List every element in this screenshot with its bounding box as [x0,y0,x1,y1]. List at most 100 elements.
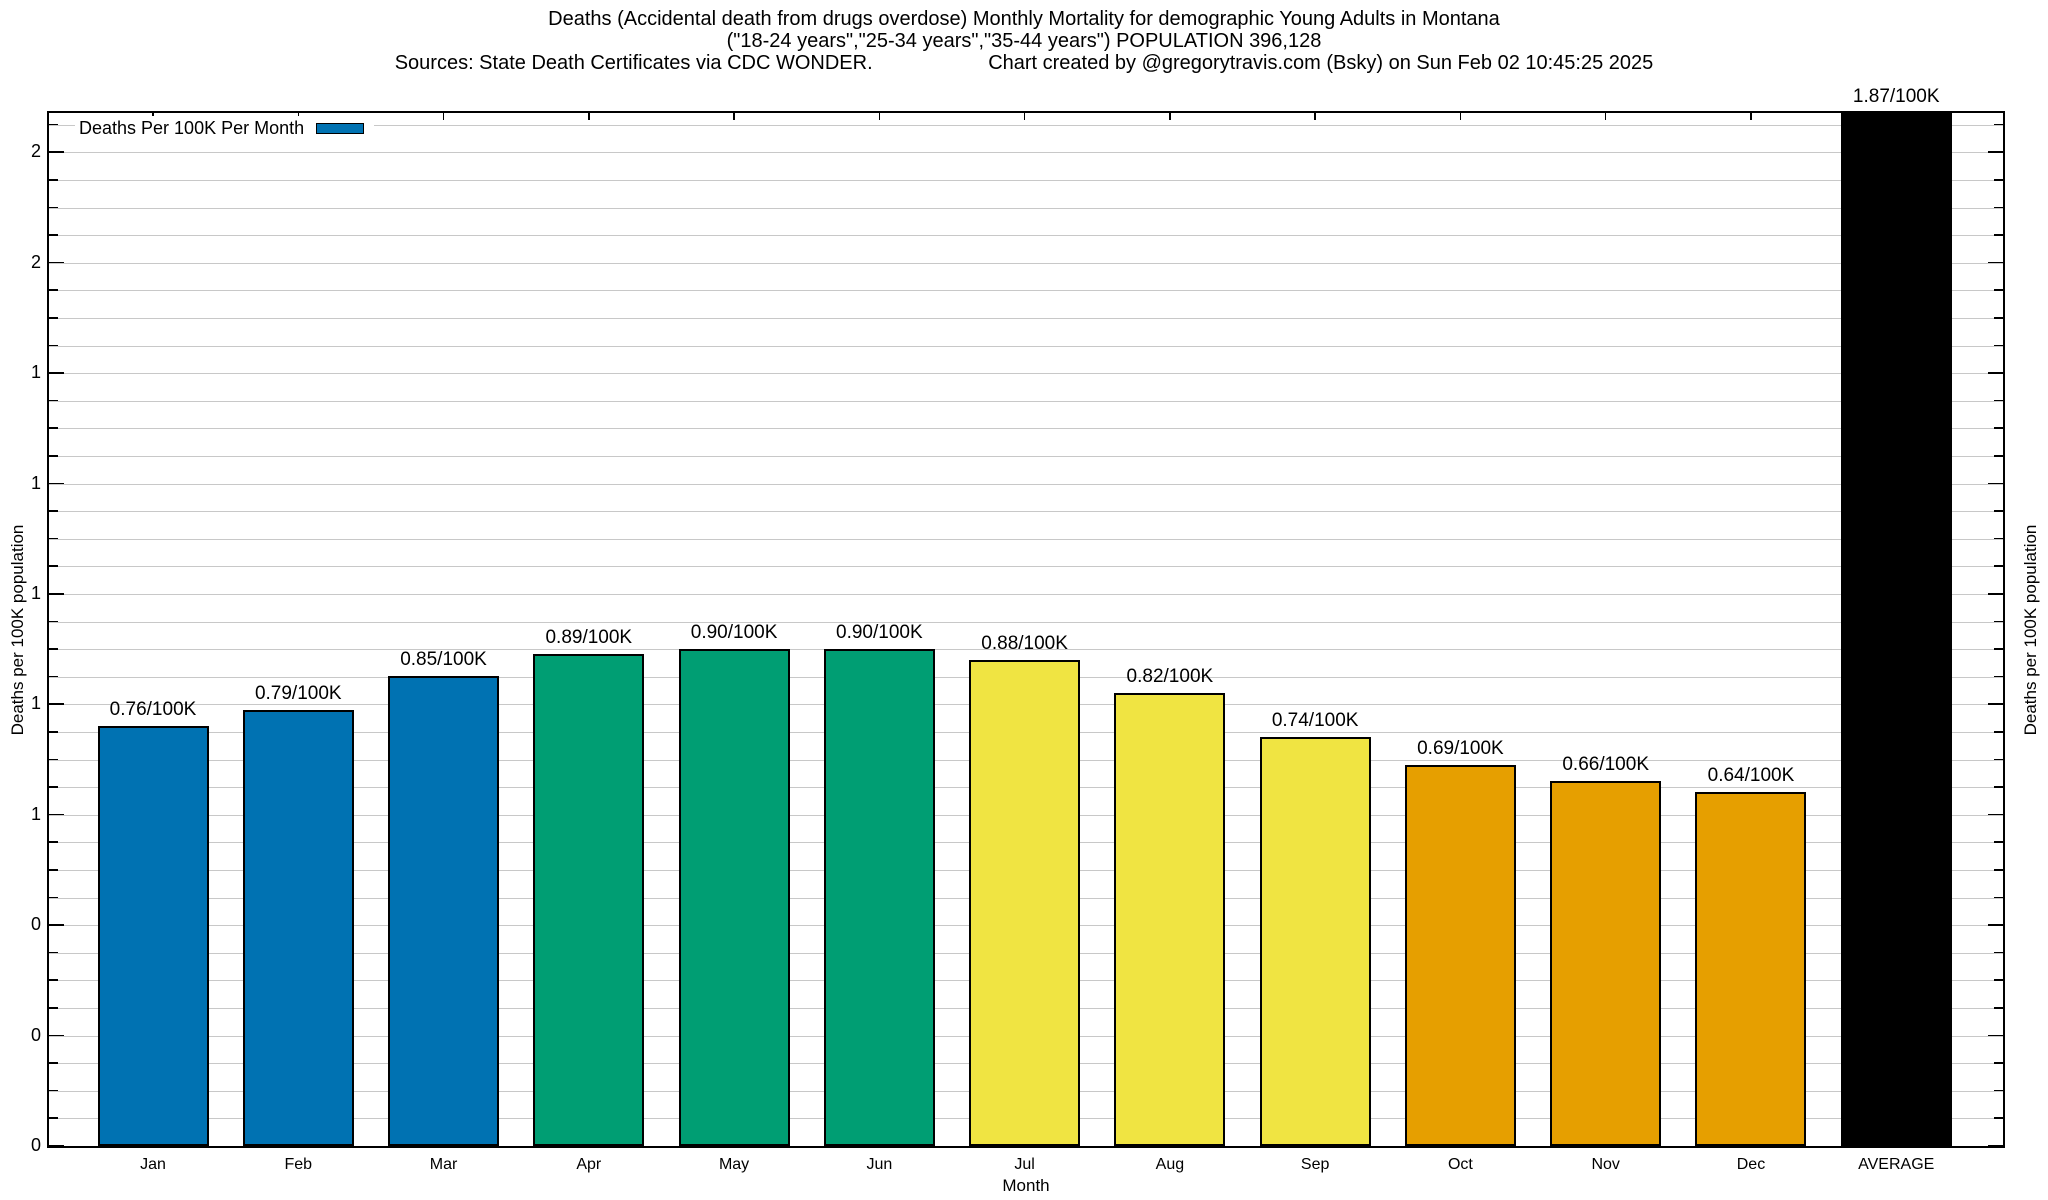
y-minor-tick-left [49,565,58,567]
y-minor-tick-right [1994,841,2003,843]
x-top-tick [1023,113,1026,120]
y-minor-tick-right [1994,979,2003,981]
y-minor-tick-left [49,234,58,236]
y-tick-label: 2 [30,141,41,162]
y-minor-tick-right [1994,896,2003,899]
gridline [49,428,2003,430]
y-major-tick-left [49,1145,64,1147]
bar-value-label: 1.87/100K [1852,86,1940,107]
y-minor-tick-left [49,179,58,181]
y-major-tick-right [1988,1145,2003,1147]
y-minor-tick-right [1994,123,2003,126]
x-tick-label: Apr [576,1156,602,1173]
y-major-tick-right [1988,372,2003,374]
y-minor-tick-left [49,620,58,623]
y-minor-tick-left [49,1007,58,1009]
x-top-tick [442,113,445,120]
bar-jul [969,660,1081,1146]
y-minor-tick-left [49,455,58,457]
bar-value-label: 0.85/100K [400,649,487,670]
gridline [49,594,2003,595]
y-major-tick-right [1988,703,2003,705]
x-tick-label: Aug [1155,1156,1185,1173]
y-axis-label-left: Deaths per 100K population [8,524,27,736]
y-minor-tick-right [1994,620,2003,623]
y-minor-tick-right [1994,869,2003,871]
gridline [49,318,2003,319]
y-major-tick-left [49,261,64,264]
gridline [49,483,2003,485]
gridline [49,566,2003,568]
bar-value-label: 0.82/100K [1126,666,1214,687]
y-minor-tick-left [49,399,58,402]
y-tick-label: 0 [30,1135,41,1155]
x-top-tick [588,113,590,120]
bar-value-label: 0.76/100K [109,699,197,720]
gridline [49,290,2003,292]
y-minor-tick-right [1994,206,2003,209]
y-major-tick-left [49,703,64,705]
y-major-tick-right [1988,482,2003,485]
bar-apr [533,654,645,1146]
bar-mar [388,676,500,1146]
y-tick-label: 2 [30,251,41,272]
y-minor-tick-right [1994,731,2003,733]
y-minor-tick-left [49,979,58,981]
y-major-tick-left [49,1034,64,1037]
gridline [49,649,2003,651]
x-tick-label: Feb [284,1156,313,1173]
bar-value-label: 0.79/100K [254,683,342,704]
y-minor-tick-left [49,731,58,733]
y-minor-tick-right [1994,675,2003,678]
y-minor-tick-left [49,510,58,512]
bar-feb [242,710,354,1146]
gridline [49,400,2003,402]
y-major-tick-right [1988,593,2003,595]
y-tick-label: 0 [30,1024,41,1045]
bar-oct [1404,765,1516,1146]
gridline [49,538,2003,540]
y-minor-tick-left [49,344,58,347]
y-minor-tick-right [1994,565,2003,567]
legend-label: Deaths Per 100K Per Month [79,118,305,138]
y-major-tick-right [1988,261,2003,264]
x-tick-label: Mar [429,1156,458,1173]
bar-nov [1550,781,1662,1146]
y-minor-tick-right [1994,1089,2003,1092]
y-minor-tick-left [49,951,58,954]
y-major-tick-right [1988,151,2003,153]
y-major-tick-left [49,813,64,816]
gridline [49,373,2003,375]
x-tick-label: Nov [1591,1156,1620,1173]
x-tick-label: Jun [866,1156,893,1173]
y-major-tick-left [49,924,64,926]
y-minor-tick-left [49,206,58,209]
y-minor-tick-right [1994,510,2003,512]
plot-area: Deaths Per 100K Per Month 0.76/100K 0.79/… [47,86,2005,1148]
bar-value-label: 0.88/100K [981,633,1068,654]
y-minor-tick-right [1994,317,2003,319]
y-minor-tick-left [49,675,58,678]
y-minor-tick-right [1994,427,2003,429]
x-tick-label: Sep [1300,1156,1330,1173]
x-top-tick [1604,113,1607,120]
chart-subtitle: ("18-24 years","25-34 years","35-44 year… [726,30,1322,52]
chart-sources: Sources: State Death Certificates via CD… [394,52,873,74]
gridline [49,621,2003,623]
chart-credit: Chart created by @gregorytravis.com (Bsk… [988,52,1654,74]
x-tick-label: Dec [1736,1156,1766,1173]
bar-value-label: 0.74/100K [1271,710,1359,731]
y-minor-tick-right [1994,786,2003,788]
y-minor-tick-left [49,1117,58,1119]
x-axis-title: Month [1002,1176,1050,1195]
gridline [49,262,2003,264]
x-top-tick [1459,113,1462,120]
bar-dec [1695,792,1807,1146]
y-minor-tick-right [1994,758,2003,761]
y-minor-tick-left [49,1089,58,1092]
chart-header: Deaths (Accidental death from drugs over… [0,8,2048,74]
bar-may [678,649,790,1146]
y-minor-tick-left [49,758,58,761]
y-major-tick-left [49,593,64,595]
